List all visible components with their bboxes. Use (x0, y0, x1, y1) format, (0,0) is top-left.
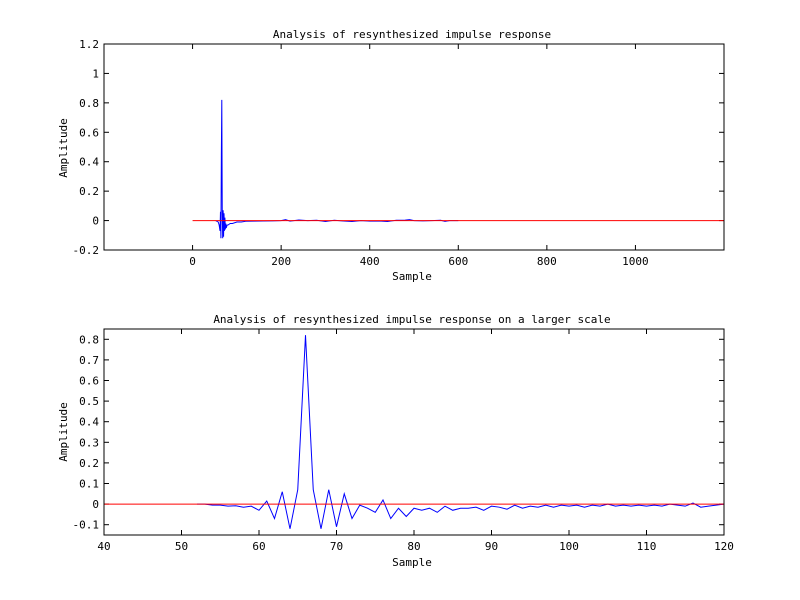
bottom-chart-ytick-label: 0.6 (79, 375, 99, 388)
top-chart-xlabel: Sample (392, 270, 432, 283)
top-chart-ticks: 0 200 400 600 800 1000 -0.2 0 0.2 0.4 0.6 0.8 1 1.2 (73, 38, 724, 268)
bottom-chart-ytick-label: 0.4 (79, 416, 99, 429)
top-chart-ytick-label: 0.6 (79, 126, 99, 139)
top-chart-xtick-label: 400 (360, 255, 380, 268)
bottom-chart: Analysis of resynthesized impulse respon… (57, 313, 734, 569)
top-chart-ytick-label: 0.2 (79, 185, 99, 198)
top-chart-xtick-label: 200 (271, 255, 291, 268)
bottom-chart-ytick-label: 0.2 (79, 457, 99, 470)
top-chart-xtick-label: 600 (448, 255, 468, 268)
top-chart-ylabel: Amplitude (57, 118, 70, 178)
top-chart-plot-area (192, 99, 724, 239)
bottom-chart-ytick-label: -0.1 (73, 519, 100, 532)
bottom-chart-ytick-label: 0.8 (79, 333, 99, 346)
bottom-chart-ytick-label: 0.7 (79, 354, 99, 367)
bottom-chart-xtick-label: 120 (714, 540, 734, 553)
bottom-chart-ytick-label: 0.3 (79, 436, 99, 449)
top-chart-ytick-label: 0 (92, 215, 99, 228)
bottom-chart-ylabel: Amplitude (57, 402, 70, 462)
top-chart-xtick-label: 0 (189, 255, 196, 268)
top-chart-ytick-label: -0.2 (73, 244, 100, 257)
bottom-chart-ticks: 40 50 60 70 80 90 100 110 120 -0.1 0 0.1 0.2 0.3 0.4 0.… (73, 329, 734, 553)
bottom-chart-xtick-label: 80 (407, 540, 420, 553)
bottom-chart-ytick-label: 0.1 (79, 478, 99, 491)
bottom-chart-xtick-label: 100 (559, 540, 579, 553)
top-chart: Analysis of resynthesized impulse respon… (57, 28, 725, 283)
top-chart-title: Analysis of resynthesized impulse respon… (273, 28, 551, 41)
top-chart-axes-box (103, 43, 725, 251)
top-chart-xtick-label: 1000 (622, 255, 649, 268)
bottom-chart-xtick-label: 40 (97, 540, 110, 553)
bottom-chart-xlabel: Sample (392, 556, 432, 569)
bottom-chart-axes-box (103, 328, 725, 536)
bottom-chart-xtick-label: 60 (252, 540, 265, 553)
bottom-chart-xtick-label: 50 (175, 540, 188, 553)
bottom-chart-xtick-label: 90 (485, 540, 498, 553)
top-chart-ytick-label: 0.4 (79, 156, 99, 169)
top-chart-ytick-label: 1 (92, 67, 99, 80)
top-chart-ytick-label: 1.2 (79, 38, 99, 51)
bottom-chart-ytick-label: 0.5 (79, 395, 99, 408)
bottom-chart-plot-area (104, 335, 724, 529)
top-chart-xtick-label: 800 (537, 255, 557, 268)
bottom-chart-title: Analysis of resynthesized impulse respon… (213, 313, 610, 326)
bottom-chart-xtick-label: 110 (637, 540, 657, 553)
top-chart-ytick-label: 0.8 (79, 97, 99, 110)
bottom-chart-ytick-label: 0 (92, 498, 99, 511)
bottom-chart-xtick-label: 70 (330, 540, 343, 553)
